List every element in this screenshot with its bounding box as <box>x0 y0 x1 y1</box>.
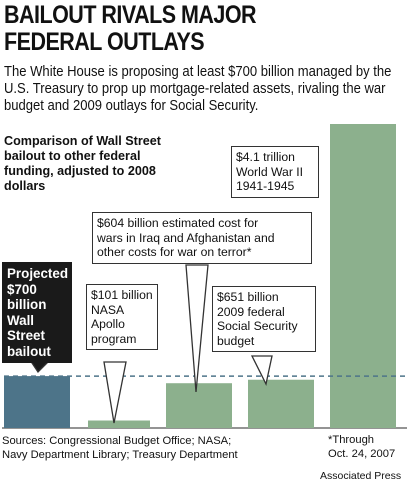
credit-line: Associated Press <box>320 470 402 482</box>
chart-subhead: Comparison of Wall Street bailout to oth… <box>4 134 161 193</box>
sources-note: Sources: Congressional Budget Office; NA… <box>2 435 302 462</box>
bar-label-bailout-line: billion <box>7 297 47 312</box>
bar-label-wars-line: wars in Iraq and Afghanistan and <box>97 230 275 245</box>
bar-label-social-security-line: $651 billion <box>217 290 279 304</box>
bar-world-war-ii <box>330 124 396 428</box>
footnote-line: *Through <box>328 434 375 446</box>
bar-label-bailout-line: bailout <box>7 343 51 359</box>
headline-line-1: BAILOUT RIVALS MAJOR <box>4 1 257 29</box>
bar-label-apollo-line: program <box>91 331 137 346</box>
pointer-wars <box>185 264 209 393</box>
sources-line: Navy Department Library; Treasury Depart… <box>2 448 238 461</box>
bar-label-bailout-line: Wall <box>7 312 35 328</box>
pointer-apollo <box>103 361 127 424</box>
bar-label-world-war-ii: $4.1 trillion World War II 1941-1945 <box>231 146 319 198</box>
bar-wars <box>166 383 232 428</box>
bar-label-wars-line: $604 billion estimated cost for <box>97 216 259 230</box>
footnote-line: Oct. 24, 2007 <box>328 447 396 460</box>
bar-label-social-security: $651 billion 2009 federal Social Securit… <box>212 286 316 352</box>
footnote-through-date: *Through Oct. 24, 2007 <box>328 434 408 461</box>
bar-label-wars: $604 billion estimated cost for wars in … <box>92 212 312 264</box>
headline: BAILOUT RIVALS MAJOR FEDERAL OUTLAYS <box>4 2 348 56</box>
bar-label-bailout-line: $700 <box>7 281 37 297</box>
bar-label-apollo-line: $101 billion <box>91 288 153 302</box>
bar-label-bailout-line: Street <box>7 328 45 343</box>
bar-label-social-security-line: 2009 federal <box>217 304 285 319</box>
bar-label-world-war-ii-line: 1941-1945 <box>236 179 295 193</box>
bar-social-security <box>248 379 314 428</box>
deck-text: The White House is proposing at least $7… <box>4 64 392 114</box>
pointer-social-security <box>250 355 273 386</box>
bar-label-bailout-line: Projected <box>7 266 69 281</box>
bar-bailout <box>4 376 70 428</box>
headline-line-2: FEDERAL OUTLAYS <box>4 28 205 56</box>
bar-apollo <box>88 420 150 428</box>
bar-label-bailout: Projected $700 billion Wall Street bailo… <box>2 262 72 363</box>
bar-label-apollo: $101 billion NASA Apollo program <box>86 284 158 350</box>
sources-line: Sources: Congressional Budget Office; NA… <box>2 435 232 447</box>
bar-label-world-war-ii-line: World War II <box>236 164 304 179</box>
bar-label-apollo-line: NASA <box>91 302 125 317</box>
bar-label-world-war-ii-line: $4.1 trillion <box>236 150 295 164</box>
bar-label-wars-line: other costs for war on terror* <box>97 245 252 259</box>
bar-label-apollo-line: Apollo <box>91 317 125 331</box>
bar-label-social-security-line: budget <box>217 333 255 348</box>
bar-label-social-security-line: Social Security <box>217 319 298 333</box>
